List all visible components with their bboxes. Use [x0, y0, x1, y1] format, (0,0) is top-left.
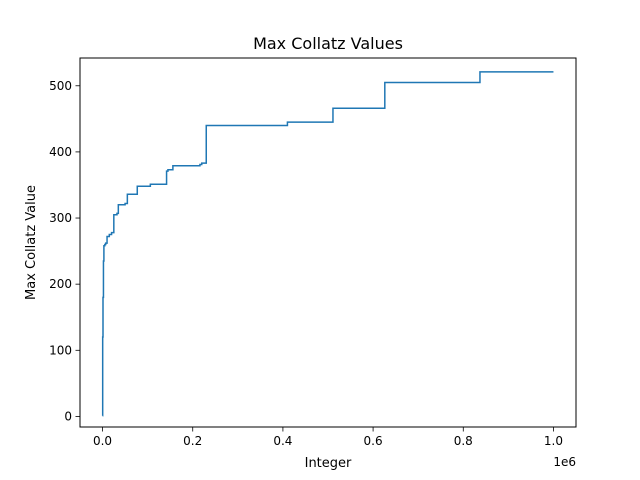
plot-frame	[79, 57, 577, 428]
y-tick-label: 400	[49, 145, 72, 159]
x-tick-label: 0.0	[93, 434, 112, 448]
x-tick-label: 1.0	[544, 434, 563, 448]
y-axis-label: Max Collatz Value	[24, 185, 39, 300]
y-tick-label: 100	[49, 343, 72, 357]
x-tick-label: 0.6	[364, 434, 383, 448]
chart-title: Max Collatz Values	[253, 34, 403, 53]
y-tick-label: 0	[64, 409, 72, 423]
x-axis-offset-text: 1e6	[553, 455, 576, 469]
y-axis-ticks: 0 100 200 300 400 500	[49, 79, 80, 423]
x-tick-label: 0.2	[183, 434, 202, 448]
series-line-0	[101, 71, 554, 417]
y-tick-label: 300	[49, 211, 72, 225]
series-layer	[101, 71, 554, 417]
x-axis-label: Integer	[305, 456, 352, 471]
y-tick-label: 500	[49, 79, 72, 93]
plot-area	[80, 58, 576, 427]
x-tick-label: 0.4	[273, 434, 292, 448]
x-axis-ticks: 0.0 0.2 0.4 0.6 0.8 1.0	[93, 427, 563, 448]
y-tick-label: 200	[49, 277, 72, 291]
x-tick-label: 0.8	[454, 434, 473, 448]
